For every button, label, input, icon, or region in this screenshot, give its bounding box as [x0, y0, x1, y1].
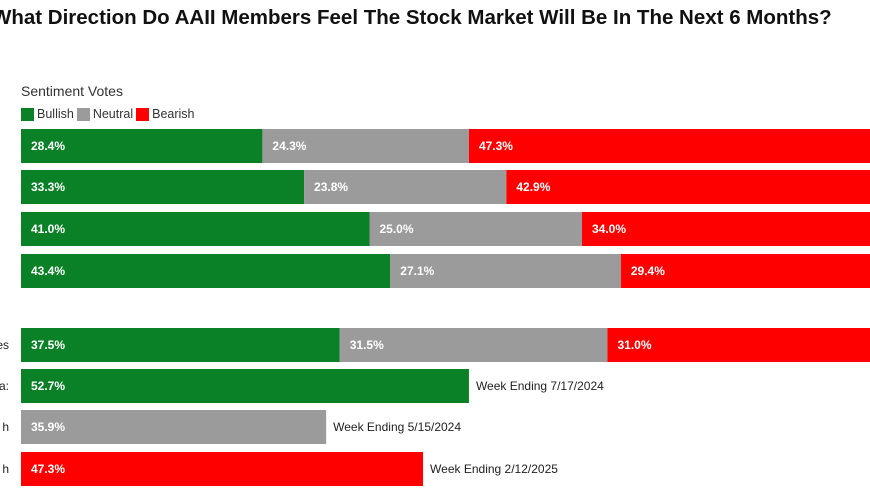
bar-bullish-row-5: [21, 328, 340, 362]
chart-title: What Direction Do AAII Members Feel The …: [0, 6, 832, 29]
bar-bearish-row-4: [620, 254, 870, 288]
bar-label-neutral-row-4: 27.1%: [400, 264, 434, 278]
bar-bearish-row-3: [582, 212, 870, 246]
bar-label-bearish-row-1: 47.3%: [479, 139, 513, 153]
row-side-label-extreme-bearish: h: [2, 462, 9, 476]
row-side-label-extreme-neutral: h: [2, 420, 9, 434]
legend-swatch-bullish: [21, 107, 34, 121]
bar-label-bearish-row-5: 31.0%: [618, 338, 652, 352]
bar-bearish-row-2: [506, 170, 870, 204]
bar-bearish-extreme: [21, 452, 424, 486]
bar-bearish-row-5: [607, 328, 870, 362]
legend: Bullish Neutral Bearish: [21, 107, 198, 121]
bar-bullish-row-1: [21, 129, 263, 163]
bar-label-neutral-row-5: 31.5%: [350, 338, 384, 352]
bar-label-bearish-extreme: 47.3%: [31, 462, 65, 476]
legend-title: Sentiment Votes: [21, 83, 123, 99]
legend-item-bullish: Bullish: [21, 107, 74, 121]
bar-label-neutral-row-1: 24.3%: [272, 139, 306, 153]
bar-bullish-row-2: [21, 170, 305, 204]
legend-item-neutral: Neutral: [76, 107, 134, 121]
week-ending-note-bullish: Week Ending 7/17/2024: [476, 379, 604, 393]
legend-label-neutral: Neutral: [92, 107, 134, 121]
bar-label-bullish-row-1: 28.4%: [31, 139, 65, 153]
bar-label-bullish-extreme: 52.7%: [31, 379, 65, 393]
legend-label-bullish: Bullish: [37, 107, 74, 121]
week-ending-note-neutral: Week Ending 5/15/2024: [333, 420, 461, 434]
bar-label-bullish-row-5: 37.5%: [31, 338, 65, 352]
legend-item-bearish: Bearish: [136, 107, 195, 121]
bar-label-bullish-row-2: 33.3%: [31, 180, 65, 194]
bar-neutral-row-5: [339, 328, 608, 362]
bar-neutral-row-1: [262, 129, 469, 163]
bar-label-bullish-row-3: 41.0%: [31, 222, 65, 236]
legend-label-bearish: Bearish: [152, 107, 195, 121]
bar-label-bullish-row-4: 43.4%: [31, 264, 65, 278]
bar-label-neutral-row-3: 25.0%: [380, 222, 414, 236]
bar-bearish-row-1: [468, 129, 870, 163]
bar-label-neutral-row-2: 23.8%: [314, 180, 348, 194]
bar-label-neutral-extreme: 35.9%: [31, 420, 65, 434]
bar-neutral-extreme: [21, 410, 327, 444]
bar-bullish-row-3: [21, 212, 370, 246]
bar-bullish-extreme: [21, 369, 469, 403]
legend-swatch-neutral: [76, 107, 90, 121]
bar-label-bearish-row-2: 42.9%: [516, 180, 550, 194]
bar-label-bearish-row-4: 29.4%: [631, 264, 665, 278]
bar-neutral-row-3: [369, 212, 582, 246]
bar-bullish-row-4: [21, 254, 391, 288]
bar-label-bearish-row-3: 34.0%: [592, 222, 626, 236]
row-side-label-extreme-bullish: a:: [0, 379, 9, 393]
row-side-label-5: es: [0, 338, 9, 352]
bar-neutral-row-2: [304, 170, 507, 204]
legend-swatch-bearish: [136, 107, 150, 121]
bar-neutral-row-4: [390, 254, 621, 288]
week-ending-note-bearish: Week Ending 2/12/2025: [430, 462, 558, 476]
